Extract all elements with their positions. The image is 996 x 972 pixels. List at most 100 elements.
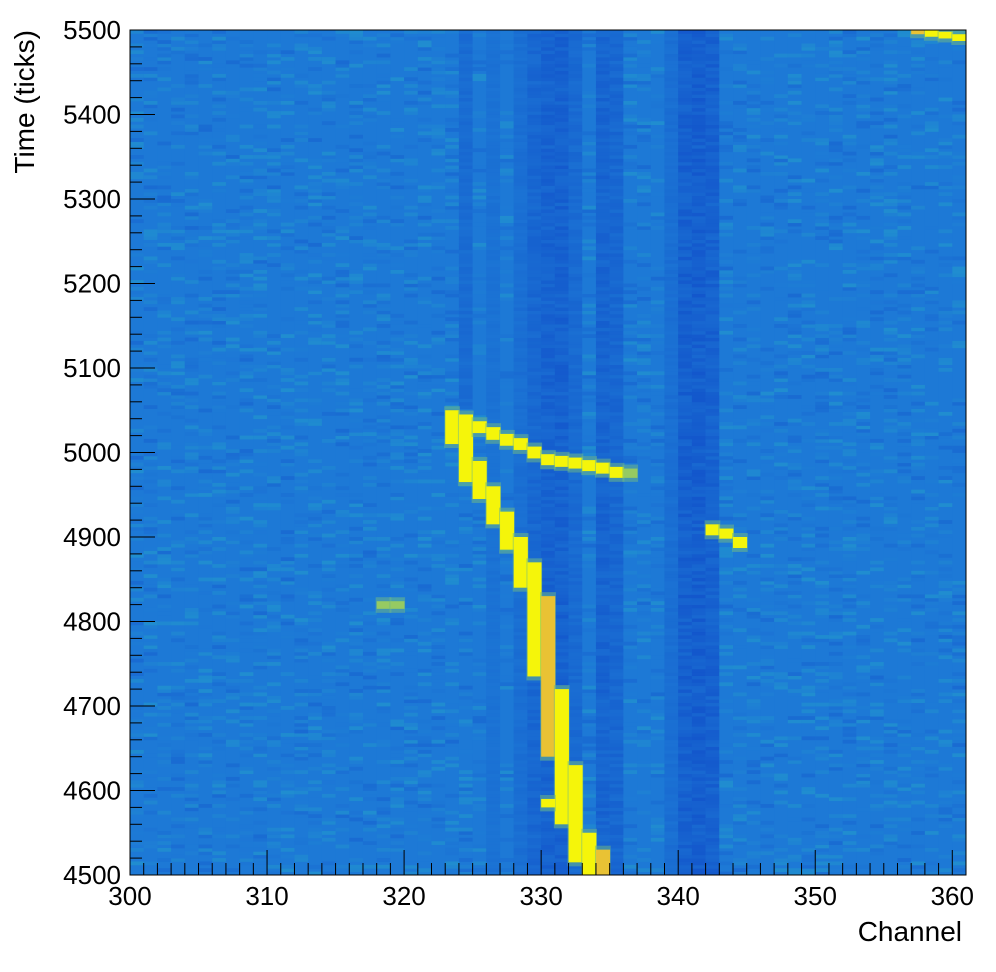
noise-cell bbox=[664, 655, 678, 659]
noise-cell bbox=[418, 284, 432, 288]
noise-cell bbox=[541, 858, 555, 862]
noise-cell bbox=[404, 111, 418, 115]
noise-cell bbox=[541, 304, 555, 308]
noise-cell bbox=[596, 632, 610, 636]
noise-cell bbox=[445, 669, 459, 673]
noise-cell bbox=[651, 409, 665, 413]
noise-cell bbox=[185, 321, 199, 325]
noise-cell bbox=[541, 334, 555, 338]
noise-cell bbox=[212, 645, 226, 649]
noise-cell bbox=[623, 37, 637, 41]
noise-cell bbox=[500, 645, 514, 649]
noise-cell bbox=[418, 459, 432, 463]
noise-cell bbox=[664, 868, 678, 872]
noise-cell bbox=[651, 818, 665, 822]
noise-cell bbox=[253, 645, 267, 649]
noise-cell bbox=[308, 591, 322, 595]
noise-cell bbox=[596, 669, 610, 673]
noise-cell bbox=[308, 182, 322, 186]
noise-cell bbox=[390, 841, 404, 845]
noise-cell bbox=[199, 480, 213, 484]
noise-cell bbox=[130, 523, 144, 527]
noise-cell bbox=[486, 365, 500, 369]
noise-cell bbox=[390, 784, 404, 788]
noise-cell bbox=[514, 189, 528, 193]
noise-cell bbox=[637, 791, 651, 795]
noise-cell bbox=[555, 101, 569, 105]
heatmap-cells bbox=[130, 26, 967, 879]
noise-cell bbox=[651, 696, 665, 700]
noise-cell bbox=[349, 196, 363, 200]
noise-cell bbox=[294, 246, 308, 250]
noise-cell bbox=[541, 486, 555, 490]
noise-cell bbox=[459, 300, 473, 304]
noise-cell bbox=[610, 517, 624, 521]
noise-cell bbox=[569, 297, 583, 301]
noise-cell bbox=[404, 699, 418, 703]
noise-cell bbox=[610, 425, 624, 429]
noise-cell bbox=[130, 463, 144, 467]
noise-cell bbox=[171, 98, 185, 102]
noise-cell bbox=[377, 354, 391, 358]
noise-cell bbox=[390, 246, 404, 250]
noise-cell bbox=[569, 307, 583, 311]
noise-cell bbox=[322, 567, 336, 571]
noise-cell bbox=[486, 290, 500, 294]
noise-cell bbox=[486, 233, 500, 237]
noise-cell bbox=[157, 858, 171, 862]
noise-cell bbox=[390, 848, 404, 852]
noise-cell bbox=[294, 642, 308, 646]
noise-cell bbox=[596, 493, 610, 497]
noise-cell bbox=[377, 179, 391, 183]
noise-cell bbox=[130, 679, 144, 683]
noise-cell bbox=[390, 429, 404, 433]
noise-cell bbox=[199, 253, 213, 257]
noise-cell bbox=[596, 240, 610, 244]
noise-cell bbox=[144, 730, 158, 734]
noise-cell bbox=[596, 801, 610, 805]
noise-cell bbox=[514, 703, 528, 707]
noise-cell bbox=[637, 632, 651, 636]
noise-cell bbox=[377, 392, 391, 396]
noise-cell bbox=[281, 567, 295, 571]
noise-cell bbox=[527, 791, 541, 795]
noise-cell bbox=[336, 321, 350, 325]
noise-cell bbox=[226, 490, 240, 494]
noise-cell bbox=[390, 439, 404, 443]
noise-cell bbox=[569, 233, 583, 237]
noise-cell bbox=[500, 554, 514, 558]
noise-cell bbox=[294, 858, 308, 862]
noise-cell bbox=[294, 527, 308, 531]
noise-cell bbox=[623, 699, 637, 703]
noise-cell bbox=[514, 605, 528, 609]
noise-cell bbox=[253, 260, 267, 264]
noise-cell bbox=[514, 256, 528, 260]
noise-cell bbox=[308, 486, 322, 490]
noise-cell bbox=[555, 148, 569, 152]
noise-cell bbox=[500, 385, 514, 389]
noise-cell bbox=[185, 30, 199, 34]
noise-cell bbox=[555, 429, 569, 433]
noise-cell bbox=[569, 554, 583, 558]
noise-cell bbox=[541, 223, 555, 227]
noise-cell bbox=[390, 726, 404, 730]
noise-cell bbox=[651, 324, 665, 328]
noise-cell bbox=[459, 40, 473, 44]
noise-cell bbox=[308, 726, 322, 730]
noise-cell bbox=[281, 598, 295, 602]
noise-cell bbox=[514, 125, 528, 129]
noise-cell bbox=[418, 297, 432, 301]
noise-cell bbox=[281, 138, 295, 142]
noise-cell bbox=[459, 777, 473, 781]
noise-cell bbox=[294, 449, 308, 453]
noise-cell bbox=[664, 811, 678, 815]
noise-cell bbox=[514, 111, 528, 115]
noise-cell bbox=[486, 689, 500, 693]
noise-cell bbox=[541, 818, 555, 822]
noise-cell bbox=[294, 419, 308, 423]
noise-cell bbox=[664, 736, 678, 740]
noise-cell bbox=[144, 118, 158, 122]
noise-cell bbox=[486, 696, 500, 700]
noise-cell bbox=[199, 845, 213, 849]
noise-cell bbox=[500, 206, 514, 210]
